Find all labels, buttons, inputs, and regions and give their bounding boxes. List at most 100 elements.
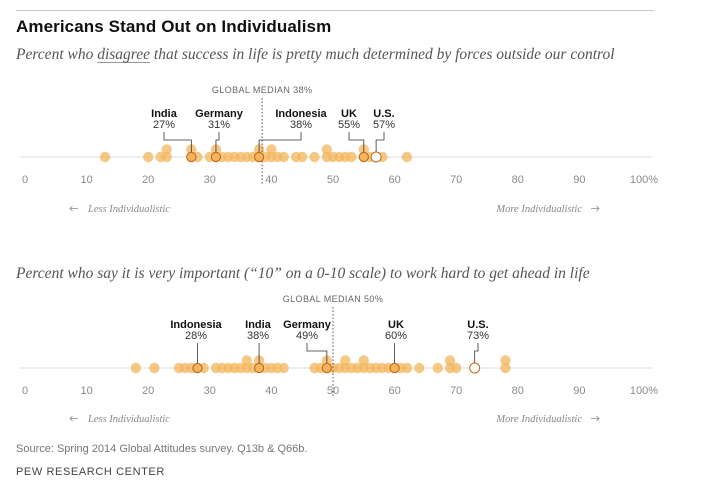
chart-2-data-point [444, 355, 456, 366]
chart-2-data-point [278, 362, 289, 374]
chart-2-highlight-value: 38% [247, 330, 269, 342]
chart-2-data-point [401, 362, 413, 374]
chart-1-highlight-marker [370, 151, 382, 163]
chart-2-highlight-name: Indonesia [170, 319, 222, 331]
chart-1-tick-label: 60 [388, 174, 400, 186]
chart-1-highlight-connector [348, 132, 365, 152]
chart-1-tick-label: 50 [327, 174, 339, 186]
chart-1-data-point [297, 151, 308, 163]
chart-1-data-point [278, 151, 289, 163]
chart-2-tick-label: 40 [265, 385, 277, 397]
chart-2-tick-label: 0 [22, 385, 28, 397]
chart-1-data-point [161, 144, 172, 155]
chart-2-subtitle-before: Percent who say it is very important (“1… [16, 265, 590, 282]
chart-2-highlight-value: 28% [185, 330, 207, 342]
chart-1-highlight-connector [258, 132, 302, 152]
chart-1-left-arrow-icon [69, 205, 78, 212]
chart-1-data-point [309, 151, 320, 163]
chart-2-highlight-marker [192, 362, 203, 374]
chart-1-highlight-marker [210, 151, 222, 163]
chart-2-right-arrow-icon [591, 415, 600, 422]
chart-1-subtitle-emphasis: disagree [97, 46, 151, 63]
chart-2-data-point [130, 362, 142, 374]
chart-1-highlight-name: U.S. [373, 108, 394, 120]
chart-1-data-point [161, 151, 172, 163]
chart-1-less-label: Less Individualistic [87, 204, 170, 215]
chart-1-right-arrow-icon [591, 205, 600, 212]
chart-1-highlight-name: Germany [195, 108, 244, 120]
chart-2-data-point [358, 355, 369, 366]
chart-1-tick-label: 0 [22, 174, 28, 186]
chart-2-data-point [340, 355, 351, 366]
chart-2-data-point [500, 355, 511, 366]
chart-1-tick-label: 80 [512, 174, 524, 186]
chart-1-highlight-connector [215, 132, 220, 152]
chart-2-subtitle: Percent who say it is very important (“1… [16, 265, 590, 283]
source-note: Source: Spring 2014 Global Attitudes sur… [16, 443, 308, 455]
chart-2-data-point [432, 362, 443, 374]
chart-2-highlight-value: 73% [467, 330, 489, 342]
chart-1-highlight-marker [253, 151, 265, 163]
organization-name: PEW RESEARCH CENTER [16, 466, 165, 478]
chart-1-data-point [401, 151, 413, 163]
chart-2-highlight-marker [321, 362, 332, 374]
chart-1-subtitle-after: that success in life is pretty much dete… [150, 46, 615, 63]
chart-2-highlight-marker [469, 362, 481, 374]
chart-1-subtitle: Percent who disagree that success in lif… [16, 46, 615, 64]
chart-2-data-point [241, 355, 252, 366]
chart-2-tick-label: 10 [80, 385, 92, 397]
chart-2-highlight-name: U.S. [467, 319, 488, 331]
chart-2-highlight-name: India [245, 319, 272, 331]
chart-2-more-label: More Individualistic [495, 414, 582, 425]
chart-1-more-label: More Individualistic [495, 204, 582, 215]
chart-2-tick-label: 60 [388, 385, 400, 397]
chart-2-data-point [500, 362, 511, 374]
chart-2-highlight-value: 49% [296, 330, 318, 342]
chart-2-tick-label: 90 [573, 385, 585, 397]
chart-1-tick-label: 40 [265, 174, 277, 186]
chart-1-median-label: GLOBAL MEDIAN 38% [212, 85, 313, 95]
chart-2-tick-label: 70 [450, 385, 462, 397]
chart-1-tick-label: 70 [450, 174, 462, 186]
chart-1-tick-label: 30 [204, 174, 216, 186]
chart-1-highlight-value: 55% [338, 119, 360, 131]
chart-1-highlight-name: Indonesia [275, 108, 327, 120]
chart-1-highlight-marker [186, 151, 197, 163]
chart-2-highlight-name: UK [388, 319, 404, 331]
chart-1-highlight-marker [358, 151, 369, 163]
chart-1-tick-label: 10 [80, 174, 92, 186]
chart-2-highlight-marker [389, 362, 400, 374]
chart-2-tick-label: 20 [142, 385, 154, 397]
chart-2-data-point [149, 362, 160, 374]
chart-1-tick-label: 90 [573, 174, 585, 186]
chart-2-median-label: GLOBAL MEDIAN 50% [283, 294, 384, 304]
chart-1-highlight-value: 57% [373, 119, 395, 131]
chart-2-less-label: Less Individualistic [87, 414, 170, 425]
chart-2-data-point [414, 362, 425, 374]
chart-1-highlight-name: UK [341, 108, 357, 120]
chart-1-highlight-value: 27% [153, 119, 175, 131]
chart-1-tick-label: 100% [630, 174, 658, 186]
chart-1-subtitle-before: Percent who [16, 46, 98, 63]
chart-2-left-arrow-icon [69, 415, 78, 422]
chart-1-highlight-connector [375, 132, 385, 152]
chart-1-data-point [99, 151, 111, 163]
chart-2-highlight-connector [474, 343, 479, 363]
chart-2-highlight-name: Germany [283, 319, 332, 331]
chart-2-tick-label: 80 [512, 385, 524, 397]
chart-2-highlight-connector [306, 343, 328, 363]
chart-title: Americans Stand Out on Individualism [16, 17, 332, 36]
chart-2-tick-label: 30 [204, 385, 216, 397]
top-rule [16, 10, 654, 11]
chart-1-highlight-value: 31% [208, 119, 230, 131]
chart-1-highlight-connector [163, 132, 192, 152]
chart-1-data-point [266, 144, 277, 155]
chart-1-data-point [346, 151, 357, 163]
chart-2-data-point [451, 362, 462, 374]
chart-1-tick-label: 20 [142, 174, 154, 186]
chart-1-highlight-name: India [151, 108, 178, 120]
chart-1-data-point [321, 144, 333, 155]
chart-1-data-point [143, 151, 154, 163]
